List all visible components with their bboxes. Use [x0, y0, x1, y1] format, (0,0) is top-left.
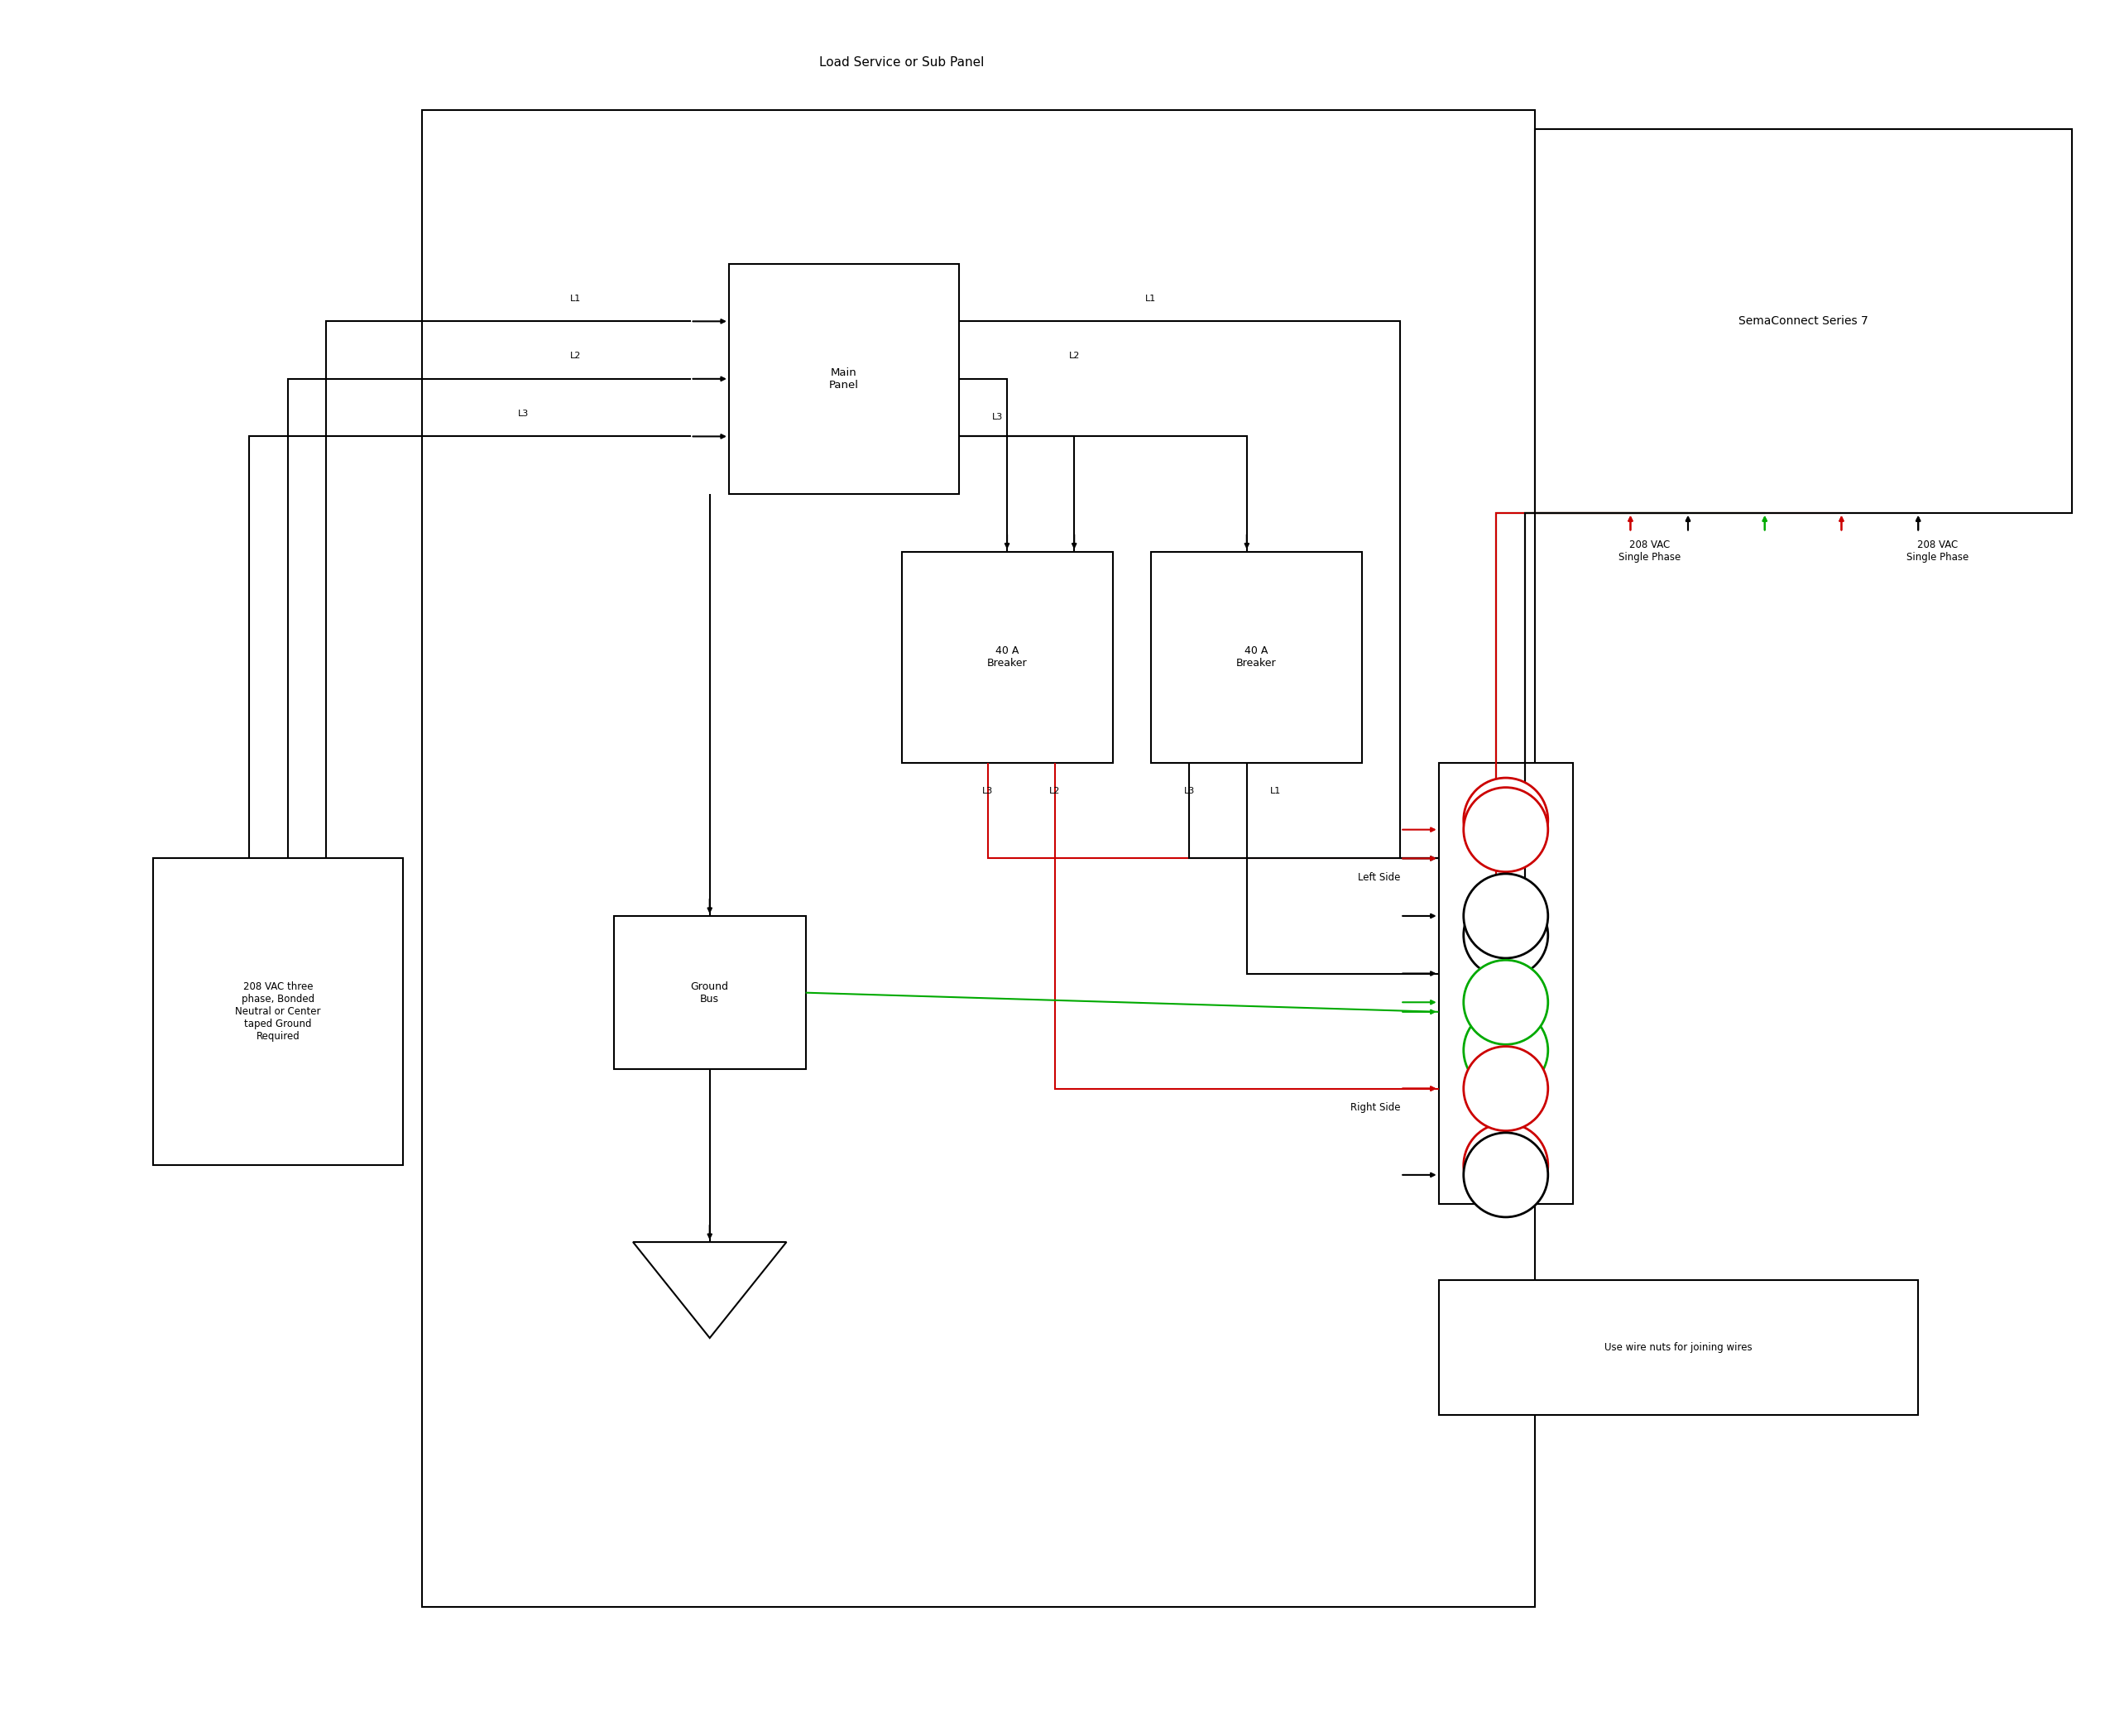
Text: L2: L2 — [1068, 352, 1080, 359]
Circle shape — [1464, 892, 1549, 977]
Text: 208 VAC
Single Phase: 208 VAC Single Phase — [1905, 540, 1969, 562]
Bar — [614, 917, 806, 1069]
Text: Right Side: Right Side — [1350, 1102, 1401, 1113]
Text: L1: L1 — [1146, 293, 1156, 302]
Text: SemaConnect Series 7: SemaConnect Series 7 — [1739, 316, 1867, 326]
Text: L2: L2 — [570, 352, 580, 359]
Circle shape — [1464, 873, 1549, 958]
Text: Load Service or Sub Panel: Load Service or Sub Panel — [819, 56, 983, 68]
Bar — [154, 858, 403, 1165]
Bar — [1150, 552, 1361, 762]
Text: Main
Panel: Main Panel — [829, 368, 859, 391]
Text: L2: L2 — [1049, 786, 1061, 795]
Bar — [422, 111, 1534, 1606]
Polygon shape — [633, 1241, 787, 1338]
Text: 40 A
Breaker: 40 A Breaker — [1236, 646, 1277, 668]
Text: L3: L3 — [983, 786, 994, 795]
Text: L3: L3 — [1184, 786, 1194, 795]
Text: Left Side: Left Side — [1357, 871, 1401, 884]
Text: Ground
Bus: Ground Bus — [690, 981, 728, 1003]
Circle shape — [1464, 1123, 1549, 1208]
Bar — [1534, 130, 2072, 514]
Bar — [1439, 762, 1572, 1203]
Bar — [1439, 1281, 1918, 1415]
Circle shape — [1464, 778, 1549, 863]
Circle shape — [1464, 1009, 1549, 1092]
Text: L1: L1 — [570, 293, 580, 302]
Text: 208 VAC three
phase, Bonded
Neutral or Center
taped Ground
Required: 208 VAC three phase, Bonded Neutral or C… — [236, 981, 321, 1042]
Text: L3: L3 — [517, 410, 530, 418]
Circle shape — [1464, 960, 1549, 1045]
Bar — [728, 264, 960, 495]
Circle shape — [1464, 1047, 1549, 1130]
Text: 40 A
Breaker: 40 A Breaker — [987, 646, 1028, 668]
Text: Use wire nuts for joining wires: Use wire nuts for joining wires — [1604, 1342, 1751, 1352]
Text: 208 VAC
Single Phase: 208 VAC Single Phase — [1618, 540, 1682, 562]
Circle shape — [1464, 788, 1549, 871]
Text: L1: L1 — [1270, 786, 1281, 795]
Circle shape — [1464, 1132, 1549, 1217]
Text: L3: L3 — [992, 413, 1002, 422]
Bar — [901, 552, 1112, 762]
